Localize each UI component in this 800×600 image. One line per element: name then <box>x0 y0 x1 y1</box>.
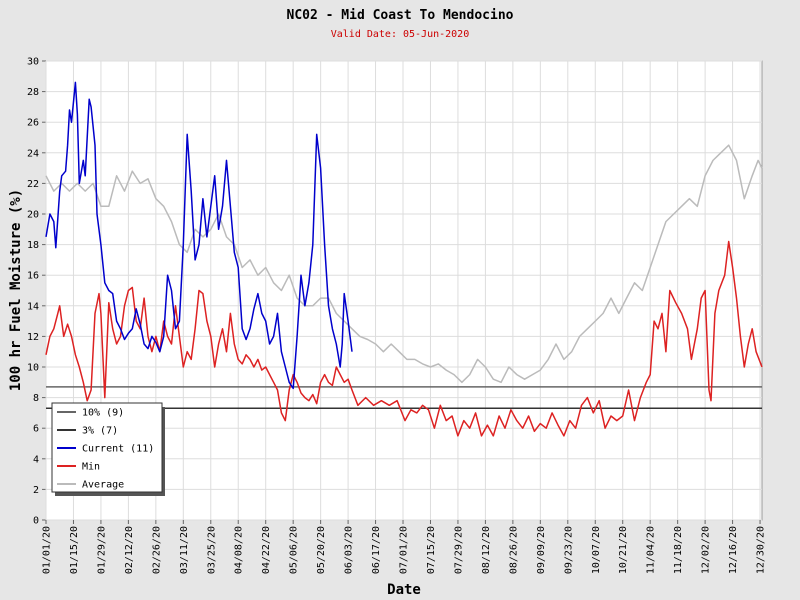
x-tick-label: 04/08/20 <box>234 526 245 574</box>
x-tick-label: 05/20/20 <box>316 526 327 574</box>
legend-label: Min <box>82 462 100 473</box>
y-tick-label: 0 <box>33 516 39 527</box>
y-tick-label: 24 <box>27 148 39 159</box>
y-tick-label: 18 <box>27 240 39 251</box>
y-axis-label: 100 hr Fuel Moisture (%) <box>8 189 24 391</box>
x-tick-label: 05/06/20 <box>289 526 300 574</box>
y-tick-label: 22 <box>27 179 39 190</box>
chart-title: NC02 - Mid Coast To Mendocino <box>287 8 514 23</box>
legend-label: 3% (7) <box>82 426 118 437</box>
y-tick-label: 10 <box>27 363 39 374</box>
grid-lines <box>42 60 762 524</box>
x-tick-label: 12/16/20 <box>728 526 739 574</box>
legend-label: 10% (9) <box>82 408 124 419</box>
y-tick-label: 26 <box>27 118 39 129</box>
legend-items: 10% (9) 3% (7) Current (11) Min Average <box>57 408 154 491</box>
x-tick-label: 06/03/20 <box>344 526 355 574</box>
series-line <box>45 240 763 437</box>
x-axis-label: Date <box>387 582 421 598</box>
series-line <box>45 81 353 390</box>
x-tick-label: 08/12/20 <box>481 526 492 574</box>
y-tick-label: 20 <box>27 210 39 221</box>
y-tick-label: 12 <box>27 332 39 343</box>
x-tick-label: 12/02/20 <box>701 526 712 574</box>
x-tick-label: 07/01/20 <box>399 526 410 574</box>
y-tick-label: 14 <box>27 301 39 312</box>
x-tick-label: 07/15/20 <box>426 526 437 574</box>
reference-lines <box>46 386 762 410</box>
x-tick-label: 08/26/20 <box>508 526 519 574</box>
legend: 10% (9) 3% (7) Current (11) Min Average <box>51 402 165 496</box>
x-tick-label: 01/01/20 <box>42 526 53 574</box>
x-tick-label: 04/22/20 <box>261 526 272 574</box>
chart-subtitle: Valid Date: 05-Jun-2020 <box>331 29 469 40</box>
y-tick-label: 30 <box>27 57 39 68</box>
x-tick-label: 03/25/20 <box>206 526 217 574</box>
y-tick-label: 28 <box>27 87 39 98</box>
x-tick-label: 10/21/20 <box>618 526 629 574</box>
series-lines <box>45 81 763 437</box>
x-tick-label: 09/09/20 <box>536 526 547 574</box>
x-tick-label: 03/11/20 <box>179 526 190 574</box>
x-tick-label: 02/12/20 <box>124 526 135 574</box>
x-tick-label: 12/30/20 <box>756 526 767 574</box>
x-tick-label: 07/29/20 <box>453 526 464 574</box>
series-line <box>45 144 763 384</box>
x-tick-label: 11/18/20 <box>673 526 684 574</box>
x-tick-labels: 01/01/20 01/15/20 01/29/20 02/12/20 02/26/20… <box>42 526 767 574</box>
x-tick-label: 06/17/20 <box>371 526 382 574</box>
x-tick-label: 11/04/20 <box>646 526 657 574</box>
legend-label: Current (11) <box>82 444 154 455</box>
y-tick-label: 4 <box>33 454 39 465</box>
y-tick-label: 16 <box>27 271 39 282</box>
x-tick-label: 01/15/20 <box>69 526 80 574</box>
legend-label: Average <box>82 480 124 491</box>
y-tick-label: 6 <box>33 424 39 435</box>
x-tick-label: 01/29/20 <box>96 526 107 574</box>
y-tick-label: 8 <box>33 393 39 404</box>
x-tick-label: 09/23/20 <box>563 526 574 574</box>
x-tick-label: 10/07/20 <box>591 526 602 574</box>
y-tick-label: 2 <box>33 485 39 496</box>
x-tick-label: 02/26/20 <box>151 526 162 574</box>
